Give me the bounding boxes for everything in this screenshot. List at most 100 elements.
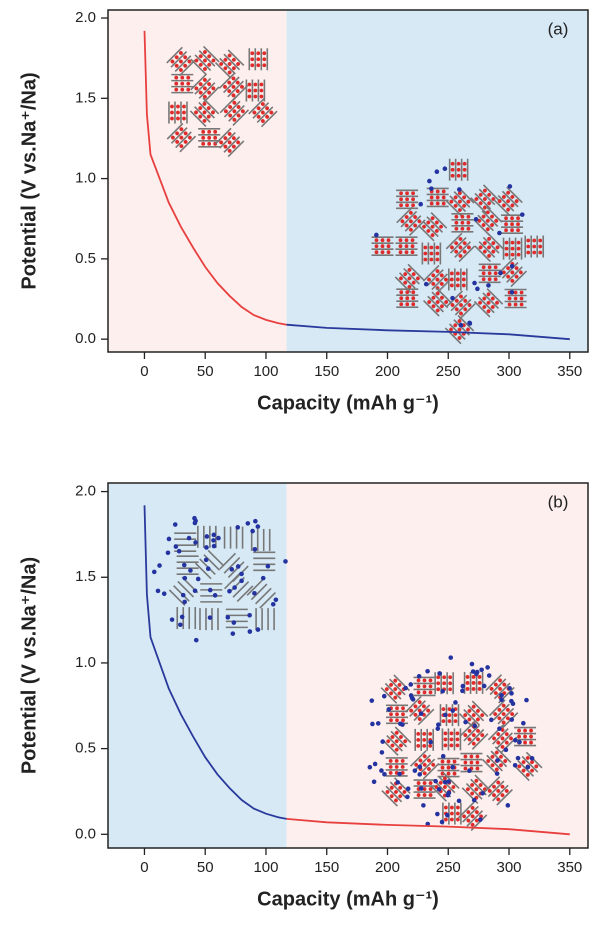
layer [431, 273, 448, 291]
ion [521, 720, 526, 726]
ion [397, 691, 402, 696]
layer [398, 272, 416, 289]
ion [265, 563, 271, 569]
layer [473, 218, 490, 236]
ion [169, 617, 175, 622]
ion [427, 300, 432, 304]
ion [523, 734, 527, 739]
ion [478, 245, 483, 250]
ion [501, 703, 506, 708]
ion [435, 245, 440, 250]
ion [427, 767, 431, 771]
ion [498, 270, 503, 276]
layer [219, 57, 236, 75]
ion [422, 690, 427, 695]
ion [491, 241, 496, 246]
ion [207, 135, 212, 140]
ion [418, 786, 424, 791]
layer [396, 206, 413, 224]
layer [487, 232, 504, 250]
layer-stack [382, 726, 412, 756]
ion [496, 740, 501, 745]
ion [227, 89, 232, 94]
layer [485, 674, 503, 691]
ion [510, 712, 515, 716]
ion [466, 327, 470, 332]
ion [235, 80, 240, 85]
ion [231, 144, 236, 149]
y-tick-label: 2.0 [75, 483, 96, 500]
ion [422, 771, 427, 776]
ion [455, 271, 460, 276]
layer-stack [460, 752, 483, 773]
ion [405, 197, 409, 202]
layer [408, 219, 426, 237]
ion [477, 687, 482, 691]
ion [510, 240, 515, 245]
ion [429, 201, 434, 206]
ion [450, 764, 456, 770]
x-tick-label: 50 [197, 859, 214, 876]
layer-stack [524, 235, 545, 258]
layer-stack [430, 772, 460, 802]
ion [441, 201, 446, 206]
ion [175, 131, 180, 136]
ion [398, 794, 403, 799]
ion [440, 765, 445, 770]
ion [467, 717, 472, 722]
ion [455, 737, 460, 742]
ion [202, 101, 207, 106]
layer [462, 805, 479, 823]
y-tick-label: 1.5 [75, 568, 96, 585]
ion [201, 129, 206, 134]
ion [253, 88, 258, 93]
ion [525, 764, 531, 770]
ion [394, 747, 399, 752]
layer-stack [445, 186, 475, 217]
ion [182, 599, 187, 605]
ion [203, 557, 209, 563]
ion [256, 106, 261, 111]
layer [410, 750, 427, 767]
ion [431, 273, 436, 278]
ion [463, 766, 468, 771]
ion [211, 538, 216, 543]
ion [474, 778, 479, 783]
ion [505, 716, 510, 721]
ion [457, 319, 462, 323]
ion [501, 720, 506, 725]
ion [401, 718, 405, 723]
ion [227, 132, 232, 136]
ion [499, 754, 503, 759]
ion [490, 754, 495, 759]
ion [256, 63, 261, 68]
layer [427, 269, 444, 286]
layer [384, 682, 402, 700]
ion [385, 790, 390, 794]
ion [388, 771, 393, 775]
ion [457, 336, 462, 340]
ion [447, 719, 452, 724]
layer-stack [478, 263, 501, 284]
ion [440, 688, 445, 694]
ion [260, 102, 265, 106]
ion [486, 309, 491, 314]
ion [422, 787, 427, 791]
ion [408, 682, 414, 687]
ion [450, 245, 454, 250]
ion [516, 216, 520, 221]
ion [467, 709, 472, 713]
ion [475, 754, 480, 759]
layer [385, 785, 403, 803]
ion [497, 726, 502, 731]
ion [512, 763, 518, 768]
ion [430, 216, 435, 221]
ion [461, 283, 466, 288]
layer [496, 732, 514, 749]
ion [227, 53, 232, 58]
layer [202, 86, 220, 104]
ion [443, 805, 448, 810]
ion [516, 222, 520, 227]
ion [489, 686, 494, 691]
